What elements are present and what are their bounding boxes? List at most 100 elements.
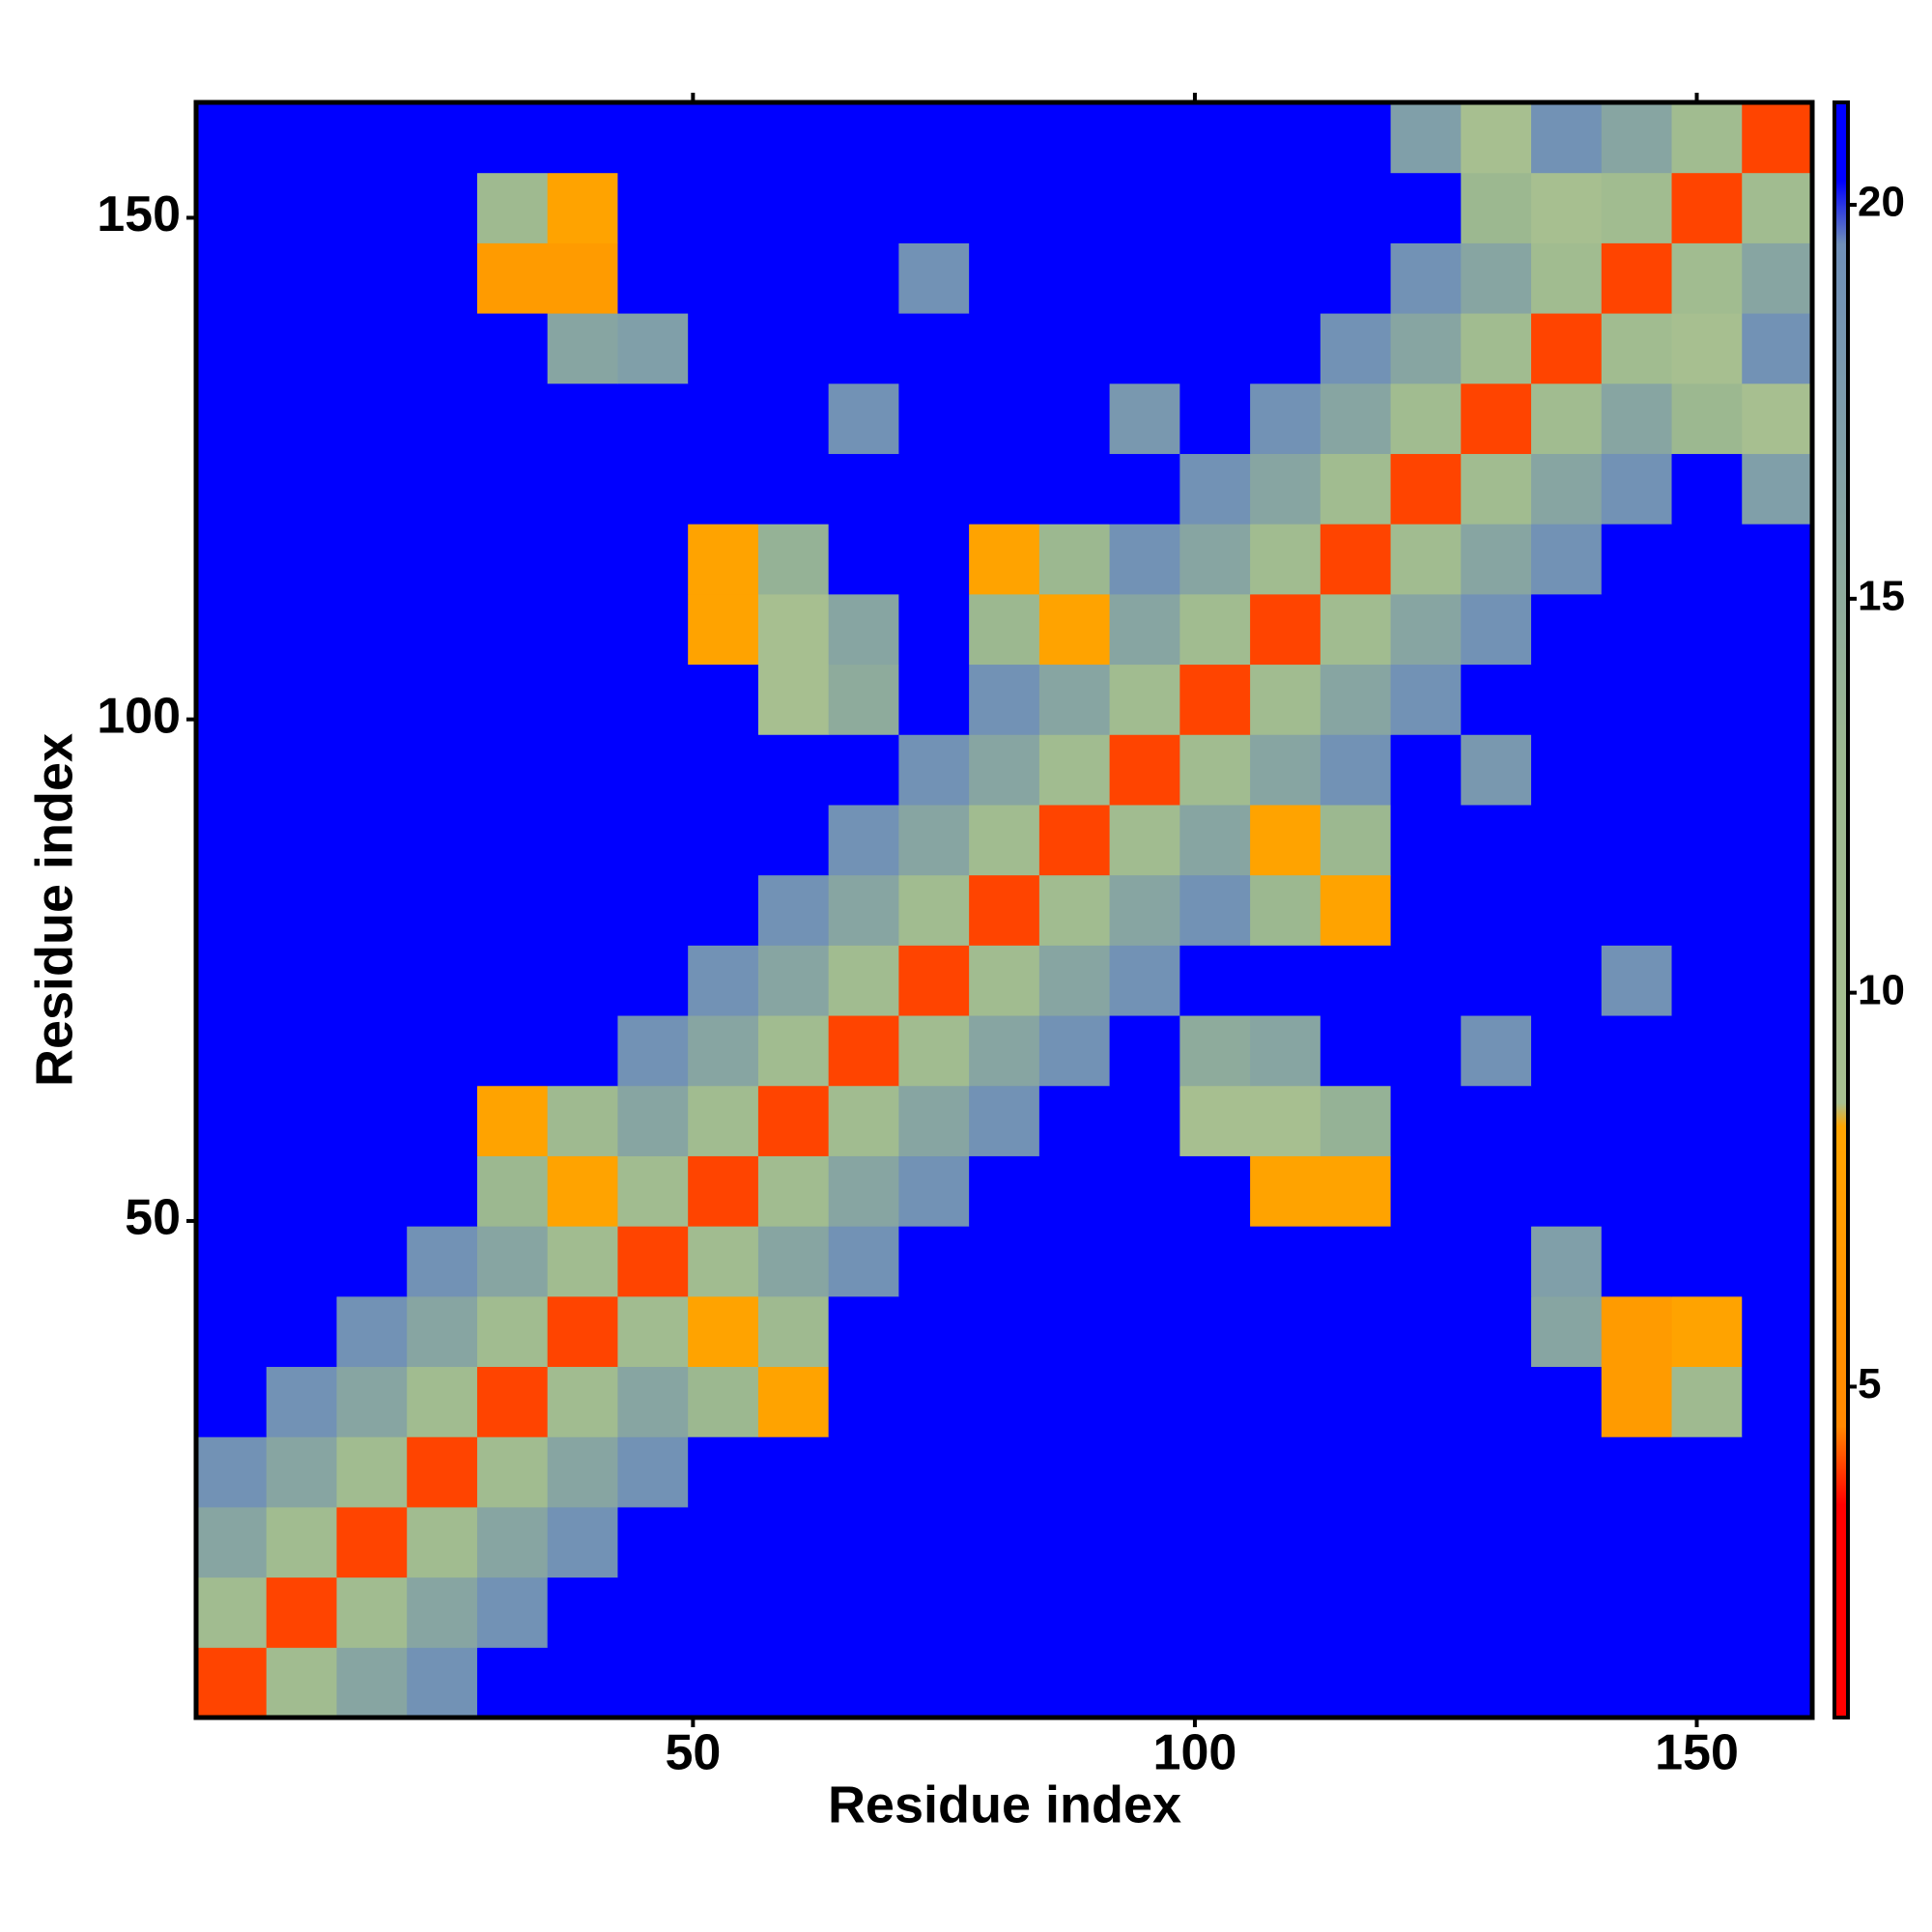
heatmap-cell (617, 383, 689, 454)
heatmap-cell (547, 1226, 618, 1297)
heatmap-cell (828, 593, 899, 666)
heatmap-cell (476, 804, 549, 876)
x-tick-label: 150 (1655, 1725, 1739, 1781)
heatmap-cell (1742, 313, 1813, 384)
heatmap-cell (969, 313, 1040, 384)
heatmap-cell (1390, 945, 1462, 1016)
heatmap-cell (688, 874, 759, 946)
heatmap-cell (1179, 1647, 1251, 1719)
heatmap-cell (688, 383, 759, 454)
heatmap-cell (1320, 734, 1392, 806)
heatmap-cell (898, 664, 970, 735)
heatmap-cell (898, 593, 970, 666)
heatmap-cell (898, 1577, 970, 1648)
heatmap-cell (1461, 664, 1532, 735)
heatmap-cell (688, 524, 759, 595)
heatmap-cell (1531, 1647, 1603, 1719)
heatmap-cell (1038, 1506, 1111, 1578)
heatmap-cell (266, 1506, 337, 1578)
heatmap-cell (1671, 945, 1743, 1016)
heatmap-cell (196, 524, 268, 595)
heatmap-cell (757, 172, 830, 243)
heatmap-cell (1601, 1085, 1673, 1156)
heatmap-cell (476, 1226, 549, 1297)
heatmap-cell (336, 1295, 408, 1368)
heatmap-cell (898, 242, 970, 314)
heatmap-cell (1742, 1647, 1813, 1719)
heatmap-cell (476, 1506, 549, 1578)
heatmap-cell (1461, 1366, 1532, 1437)
heatmap-cell (476, 1577, 549, 1648)
heatmap-cell (1461, 383, 1532, 454)
heatmap-cell (1320, 1506, 1392, 1578)
heatmap-cell (336, 172, 408, 243)
heatmap-cell (476, 593, 549, 666)
heatmap-cell (407, 734, 478, 806)
heatmap-cell (1390, 102, 1462, 174)
heatmap-cell (1250, 1155, 1321, 1227)
heatmap-cell (1109, 804, 1180, 876)
heatmap-cell (1461, 172, 1532, 243)
heatmap-cell (1671, 453, 1743, 525)
heatmap-cell (828, 945, 899, 1016)
heatmap-cell (1601, 804, 1673, 876)
heatmap-cell (1250, 242, 1321, 314)
heatmap-cell (898, 1506, 970, 1578)
heatmap-cell (1461, 1295, 1532, 1368)
heatmap-cell (1109, 1295, 1180, 1368)
heatmap-cell (1742, 945, 1813, 1016)
heatmap-cell (1250, 945, 1321, 1016)
heatmap-cell (547, 1085, 618, 1156)
heatmap-cell (1390, 1295, 1462, 1368)
heatmap-cell (1742, 593, 1813, 666)
heatmap-cell (336, 664, 408, 735)
heatmap-cell (1179, 102, 1251, 174)
heatmap-cell (828, 313, 899, 384)
heatmap-cell (757, 102, 830, 174)
heatmap-cell (1038, 734, 1111, 806)
heatmap-cell (1531, 313, 1603, 384)
heatmap-cell (547, 1436, 618, 1508)
heatmap-cell (617, 1015, 689, 1087)
heatmap-cell (1250, 102, 1321, 174)
heatmap-cell (757, 1226, 830, 1297)
heatmap-cell (1461, 945, 1532, 1016)
heatmap-cell (1461, 804, 1532, 876)
heatmap-cell (898, 1436, 970, 1508)
heatmap-cell (617, 313, 689, 384)
heatmap-cell (688, 734, 759, 806)
heatmap-cell (196, 1015, 268, 1087)
heatmap-cell (547, 313, 618, 384)
heatmap-cell (969, 945, 1040, 1016)
heatmap-cell (1461, 1506, 1532, 1578)
heatmap-cell (1038, 1226, 1111, 1297)
heatmap-cell (1320, 874, 1392, 946)
heatmap-cell (1671, 1085, 1743, 1156)
heatmap-cell (1320, 1015, 1392, 1087)
heatmap-cell (1461, 874, 1532, 946)
heatmap-cell (617, 593, 689, 666)
heatmap-cell (476, 874, 549, 946)
heatmap-cell (1461, 313, 1532, 384)
heatmap-cell (1179, 734, 1251, 806)
heatmap-cell (688, 1366, 759, 1437)
heatmap-cell (1179, 1577, 1251, 1648)
heatmap-cell (407, 1015, 478, 1087)
heatmap-cell (1390, 734, 1462, 806)
heatmap-cell (336, 1155, 408, 1227)
heatmap (196, 102, 1813, 1719)
heatmap-cell (407, 1226, 478, 1297)
heatmap-cell (1531, 945, 1603, 1016)
heatmap-cell (617, 1366, 689, 1437)
heatmap-cell (757, 1085, 830, 1156)
heatmap-cell (1601, 524, 1673, 595)
heatmap-cell (476, 1295, 549, 1368)
heatmap-cell (617, 664, 689, 735)
heatmap-cell (1671, 524, 1743, 595)
heatmap-cell (969, 102, 1040, 174)
heatmap-cell (196, 1577, 268, 1648)
heatmap-cell (617, 1295, 689, 1368)
heatmap-cell (617, 172, 689, 243)
heatmap-cell (1320, 1436, 1392, 1508)
